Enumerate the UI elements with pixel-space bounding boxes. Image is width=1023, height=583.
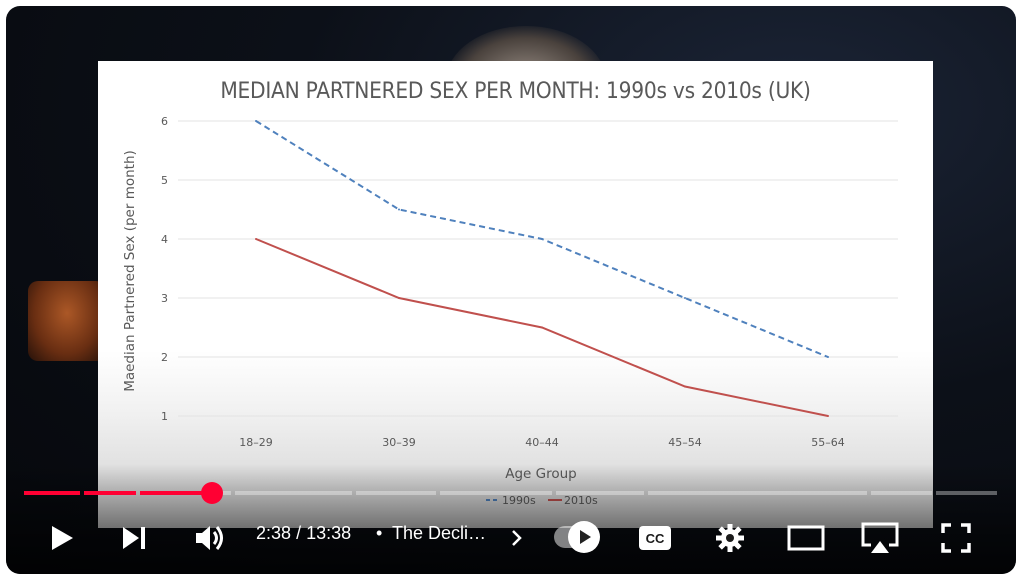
chapter-segment[interactable] bbox=[140, 491, 231, 495]
time-separator: / bbox=[296, 523, 302, 543]
chevron-right-icon bbox=[512, 530, 522, 546]
y-tick-label: 1 bbox=[161, 410, 168, 423]
next-button[interactable] bbox=[116, 520, 152, 556]
data-point-2010s bbox=[398, 297, 400, 299]
played-fill bbox=[84, 491, 136, 495]
video-player[interactable]: MEDIAN PARTNERED SEX PER MONTH: 1990s vs… bbox=[6, 6, 1016, 574]
chapter-segment[interactable] bbox=[648, 491, 867, 495]
data-point-2010s bbox=[684, 385, 686, 388]
data-point-2010s bbox=[255, 238, 257, 240]
volume-button[interactable] bbox=[190, 518, 230, 558]
airplay-button[interactable] bbox=[856, 516, 904, 560]
y-tick-label: 5 bbox=[161, 174, 168, 187]
autoplay-play-icon bbox=[580, 530, 591, 544]
chart-title: MEDIAN PARTNERED SEX PER MONTH: 1990s vs… bbox=[220, 79, 811, 104]
time-total: 13:38 bbox=[306, 523, 352, 543]
x-tick-label: 45–54 bbox=[668, 436, 702, 449]
play-icon bbox=[52, 526, 73, 550]
chapter-segment[interactable] bbox=[871, 491, 932, 495]
fullscreen-icon bbox=[941, 523, 971, 553]
controls-shade bbox=[6, 464, 1016, 574]
chapter-separator-dot: • bbox=[376, 523, 383, 543]
chapter-title[interactable]: The Decli… bbox=[392, 523, 487, 543]
chapter-segment[interactable] bbox=[235, 491, 352, 495]
played-fill bbox=[140, 491, 212, 495]
settings-button[interactable] bbox=[710, 518, 750, 558]
data-point-1990s bbox=[827, 356, 829, 358]
chapter-segment[interactable] bbox=[24, 491, 80, 495]
next-icon bbox=[123, 527, 145, 549]
y-tick-label: 2 bbox=[161, 351, 168, 364]
data-point-2010s bbox=[827, 415, 829, 417]
time-current: 2:38 bbox=[256, 523, 292, 543]
chapter-segment[interactable] bbox=[84, 491, 136, 495]
data-point-1990s bbox=[684, 297, 686, 299]
chapter-segment[interactable] bbox=[356, 491, 436, 495]
y-tick-label: 4 bbox=[161, 233, 168, 246]
background-lamp bbox=[28, 281, 106, 361]
captions-icon: CC bbox=[639, 526, 671, 550]
captions-button[interactable]: CC bbox=[634, 520, 676, 556]
y-tick-label: 3 bbox=[161, 292, 168, 305]
chapter-segment[interactable] bbox=[440, 491, 552, 495]
time-display: 2:38 / 13:38 bbox=[256, 523, 351, 544]
data-point-2010s bbox=[541, 326, 543, 329]
volume-icon bbox=[196, 526, 223, 550]
data-point-1990s bbox=[398, 208, 400, 211]
autoplay-knob[interactable] bbox=[568, 521, 600, 553]
scrubber-handle[interactable] bbox=[200, 482, 223, 504]
data-point-1990s bbox=[255, 120, 257, 122]
x-tick-label: 30–39 bbox=[382, 436, 416, 449]
theater-icon bbox=[787, 525, 825, 551]
chart-slide: MEDIAN PARTNERED SEX PER MONTH: 1990s vs… bbox=[98, 61, 933, 528]
x-tick-label: 18–29 bbox=[239, 436, 273, 449]
data-point-1990s bbox=[541, 238, 543, 240]
y-axis-title: Maedian Partnered Sex (per month) bbox=[122, 150, 138, 392]
played-fill bbox=[24, 491, 80, 495]
theater-mode-button[interactable] bbox=[784, 518, 828, 558]
x-tick-label: 40–44 bbox=[525, 436, 559, 449]
chapter-next-button[interactable] bbox=[506, 522, 528, 554]
progress-bar[interactable] bbox=[24, 482, 997, 504]
y-tick-label: 6 bbox=[161, 115, 168, 128]
airplay-icon bbox=[861, 522, 899, 553]
svg-text:CC: CC bbox=[646, 531, 665, 546]
play-button[interactable] bbox=[44, 520, 80, 556]
x-tick-label: 55–64 bbox=[811, 436, 845, 449]
fullscreen-button[interactable] bbox=[936, 518, 976, 558]
chapter-segment[interactable] bbox=[556, 491, 644, 495]
chapter-segment[interactable] bbox=[936, 491, 997, 495]
gear-icon bbox=[716, 524, 744, 552]
